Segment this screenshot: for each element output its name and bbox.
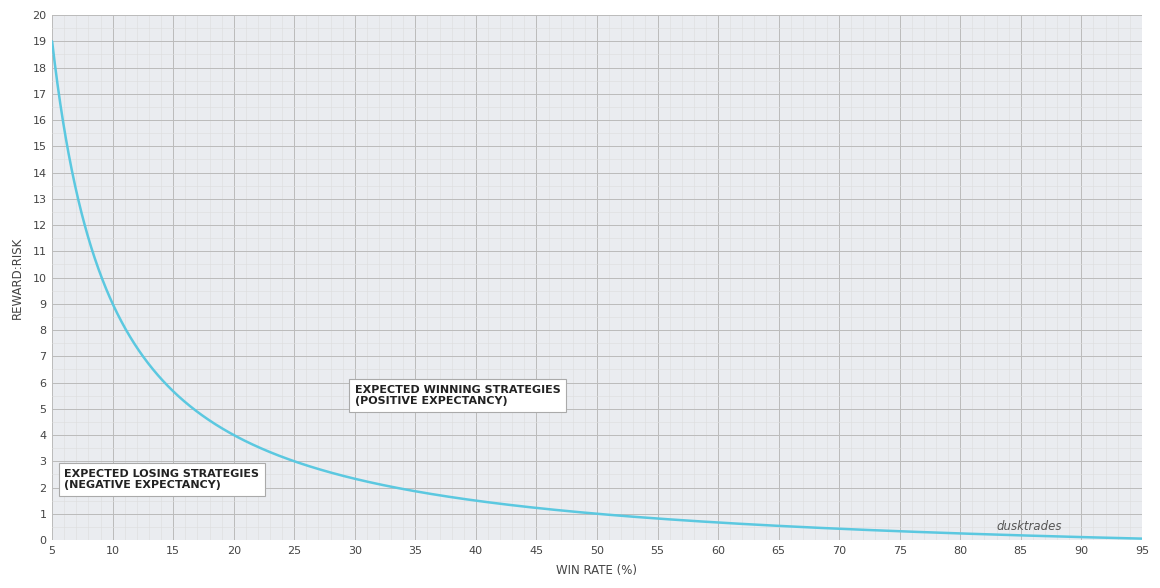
X-axis label: WIN RATE (%): WIN RATE (%) xyxy=(557,564,638,577)
Text: EXPECTED WINNING STRATEGIES
(POSITIVE EXPECTANCY): EXPECTED WINNING STRATEGIES (POSITIVE EX… xyxy=(355,385,560,406)
Y-axis label: REWARD:RISK: REWARD:RISK xyxy=(12,236,24,319)
Text: EXPECTED LOSING STRATEGIES
(NEGATIVE EXPECTANCY): EXPECTED LOSING STRATEGIES (NEGATIVE EXP… xyxy=(64,469,259,490)
Text: dusktrades: dusktrades xyxy=(996,520,1063,533)
